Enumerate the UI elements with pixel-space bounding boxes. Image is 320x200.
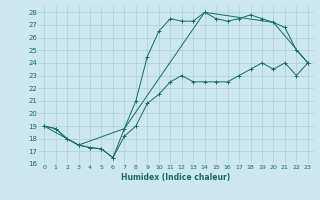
X-axis label: Humidex (Indice chaleur): Humidex (Indice chaleur) — [121, 173, 231, 182]
